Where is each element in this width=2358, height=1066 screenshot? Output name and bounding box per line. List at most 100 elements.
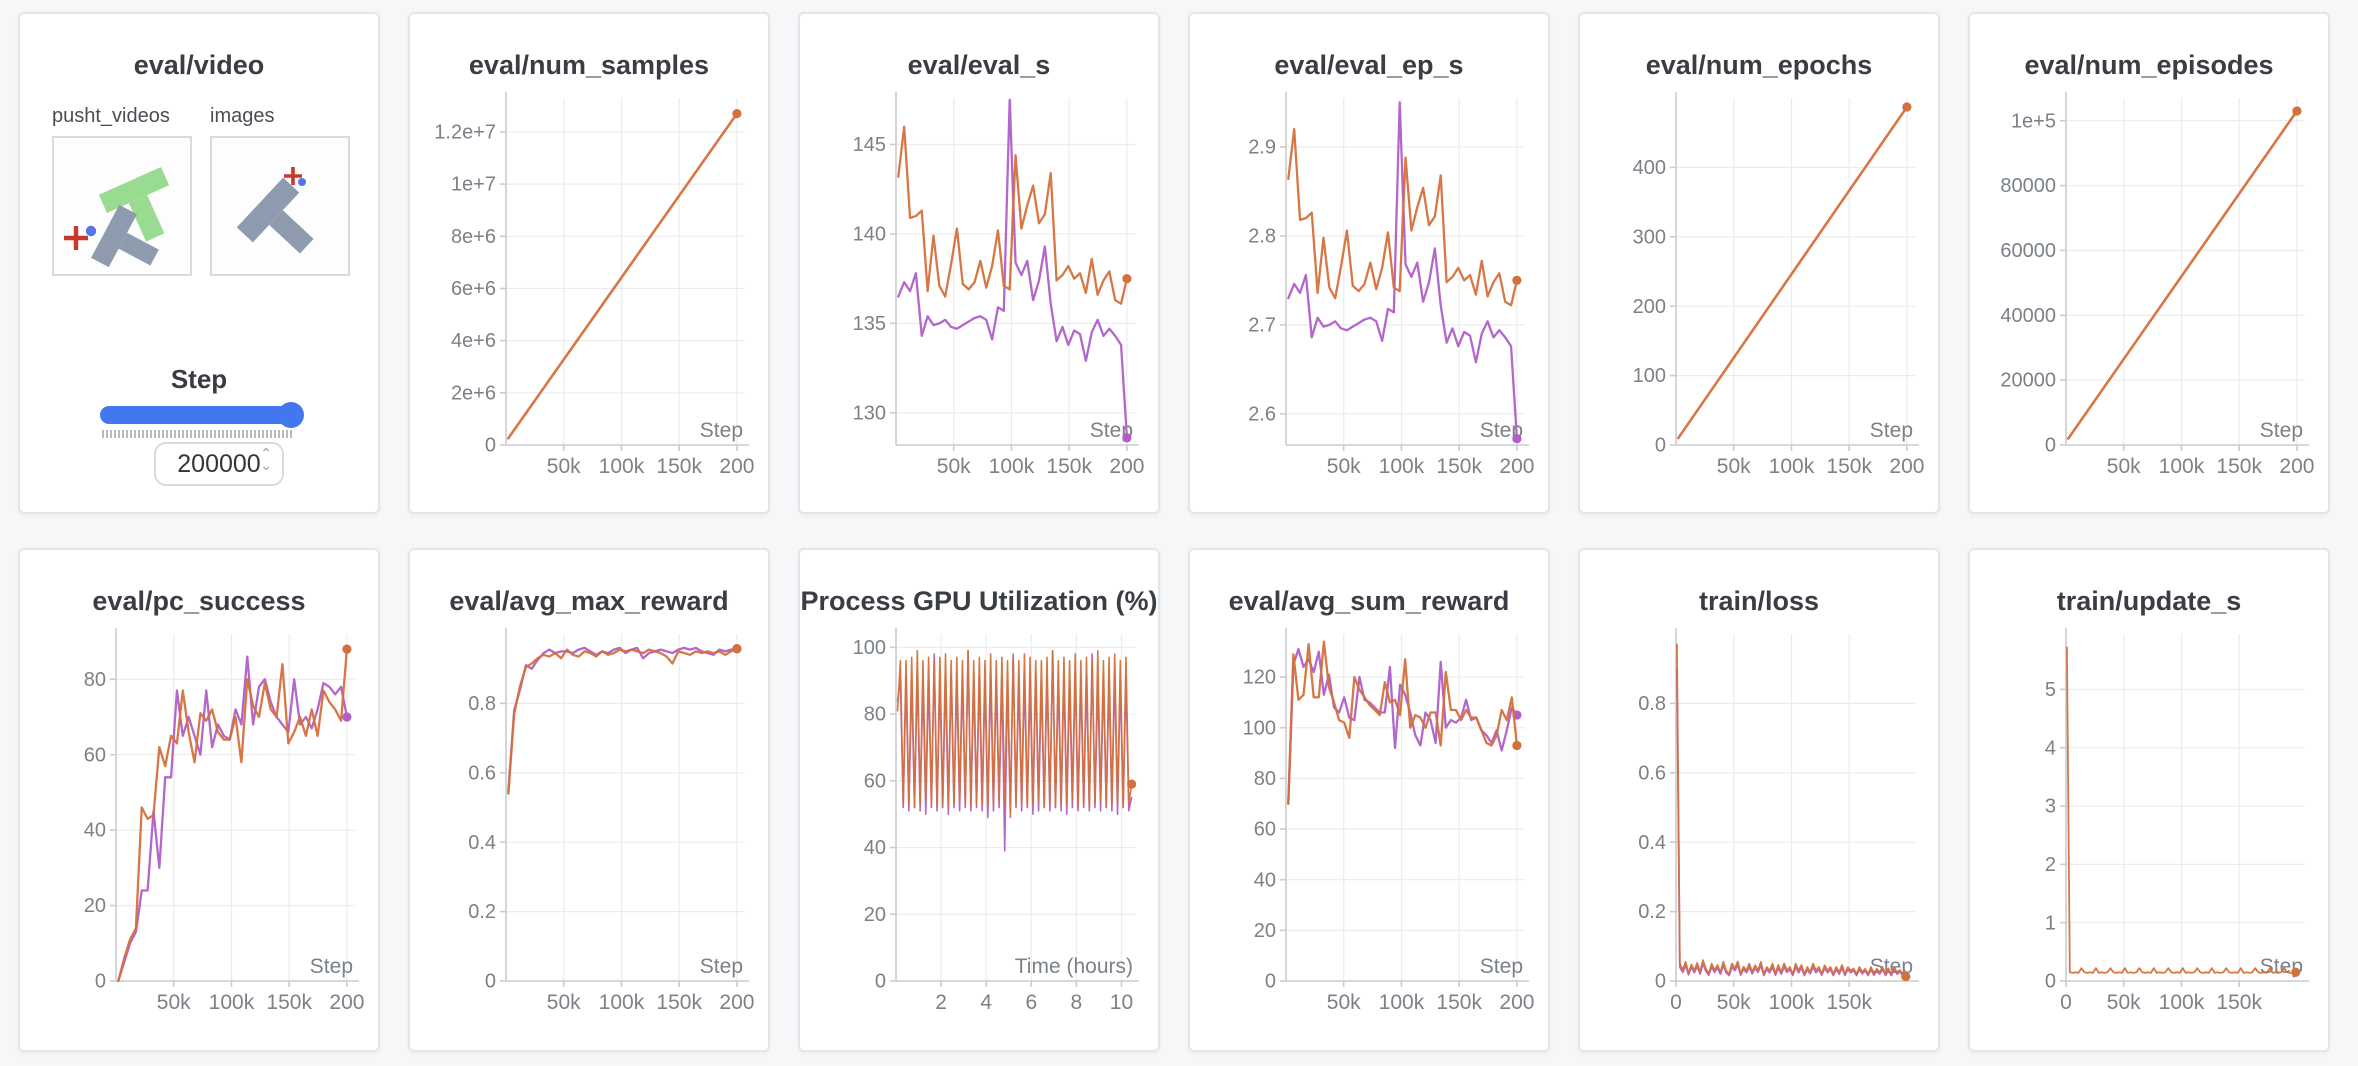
- step-value[interactable]: 200000: [177, 450, 261, 478]
- svg-text:50k: 50k: [2107, 455, 2141, 478]
- svg-text:0.4: 0.4: [1638, 832, 1666, 854]
- panel-eval-avg-sum-reward: eval/avg_sum_reward 0 20 40 60 80 100 120 50k 100…: [1188, 548, 1550, 1052]
- svg-text:100k: 100k: [599, 455, 645, 478]
- svg-text:100k: 100k: [2159, 455, 2205, 478]
- svg-text:120: 120: [1243, 667, 1276, 689]
- images-scene-icon: [236, 167, 314, 254]
- chart-canvas[interactable]: 0 20000 40000 60000 80000 1e+5 50k 100k 150k 200 S…: [1970, 82, 2330, 512]
- svg-text:150k: 150k: [656, 991, 702, 1014]
- step-slider-knob[interactable]: [278, 402, 304, 428]
- svg-text:0.2: 0.2: [468, 901, 496, 923]
- step-slider-ticks: [102, 430, 292, 438]
- svg-text:150k: 150k: [1826, 991, 1872, 1014]
- chart-title: train/loss: [1698, 586, 1820, 616]
- svg-text:40: 40: [864, 837, 886, 859]
- chart-canvas[interactable]: 0 20 40 60 80 100 120 50k 100k 150k 200 Step: [1190, 618, 1550, 1048]
- svg-text:8e+6: 8e+6: [451, 226, 496, 248]
- svg-text:6: 6: [1025, 991, 1037, 1014]
- panel-eval-eval-ep-s: eval/eval_ep_s 2.6 2.7 2.8 2.9 50k 100k 150k 200…: [1188, 12, 1550, 514]
- gray-t-shape: [236, 177, 314, 254]
- svg-text:20: 20: [84, 895, 106, 917]
- svg-text:2.7: 2.7: [1248, 314, 1276, 336]
- chart-title: eval/num_epochs: [1645, 50, 1873, 80]
- chevron-up-icon[interactable]: ⌃: [260, 448, 272, 462]
- svg-text:0: 0: [1655, 435, 1666, 457]
- svg-text:300: 300: [1633, 226, 1666, 248]
- panel-eval-video: eval/video pusht_videos images: [18, 12, 380, 514]
- svg-text:60: 60: [1254, 819, 1276, 841]
- svg-text:1e+7: 1e+7: [451, 174, 496, 196]
- svg-text:40: 40: [84, 820, 106, 842]
- svg-text:0: 0: [1265, 971, 1276, 993]
- svg-text:100k: 100k: [209, 991, 255, 1014]
- svg-text:80: 80: [864, 704, 886, 726]
- svg-text:0.2: 0.2: [1638, 901, 1666, 923]
- green-t-shape: [98, 167, 170, 242]
- svg-text:0.6: 0.6: [1638, 762, 1666, 784]
- svg-text:0: 0: [875, 971, 886, 993]
- svg-text:200: 200: [1499, 455, 1534, 478]
- stepper-arrows: ⌃ ⌄: [260, 448, 272, 474]
- chart-title: eval/num_samples: [468, 50, 710, 80]
- svg-text:200: 200: [2279, 455, 2314, 478]
- svg-text:20: 20: [864, 904, 886, 926]
- svg-text:100k: 100k: [989, 455, 1035, 478]
- chart-canvas[interactable]: 0 20 40 60 80 50k 100k 150k 200 Step: [20, 618, 380, 1048]
- svg-text:0: 0: [2045, 435, 2056, 457]
- x-axis-label: Step: [1480, 955, 1523, 978]
- chart-title: eval/pc_success: [92, 586, 306, 616]
- svg-text:0: 0: [485, 971, 496, 993]
- x-axis-label: Step: [310, 955, 353, 978]
- chart-canvas[interactable]: 130 135 140 145 50k 100k 150k 200 Step: [800, 82, 1160, 512]
- svg-text:200: 200: [719, 455, 754, 478]
- chevron-down-icon[interactable]: ⌄: [260, 460, 272, 474]
- svg-text:0: 0: [2045, 971, 2056, 993]
- step-slider-track[interactable]: [100, 406, 290, 424]
- video-thumbnail-label: pusht_videos: [52, 106, 170, 128]
- chart-canvas[interactable]: 0 100 200 300 400 50k 100k 150k 200 Step: [1580, 82, 1940, 512]
- agent-dot-icon: [298, 178, 306, 186]
- svg-text:40: 40: [1254, 869, 1276, 891]
- svg-text:150k: 150k: [266, 991, 312, 1014]
- svg-text:140: 140: [853, 224, 886, 246]
- pusht-video-thumbnail[interactable]: [52, 136, 192, 276]
- svg-text:2.8: 2.8: [1248, 226, 1276, 248]
- chart-canvas[interactable]: 0 0.2 0.4 0.6 0.8 50k 100k 150k 200 Step: [410, 618, 770, 1048]
- svg-text:50k: 50k: [157, 991, 191, 1014]
- images-thumbnail[interactable]: [210, 136, 350, 276]
- svg-text:200: 200: [329, 991, 364, 1014]
- svg-text:0.4: 0.4: [468, 832, 496, 854]
- svg-text:50k: 50k: [1717, 991, 1751, 1014]
- x-axis-label: Step: [1870, 419, 1913, 442]
- agent-dot-icon: [85, 225, 97, 237]
- svg-text:4: 4: [980, 991, 992, 1014]
- chart-title: eval/eval_ep_s: [1274, 50, 1464, 80]
- chart-title: train/update_s: [2056, 586, 2242, 616]
- svg-text:100k: 100k: [1379, 455, 1425, 478]
- svg-text:0.8: 0.8: [468, 693, 496, 715]
- x-axis-label: Step: [1090, 419, 1133, 442]
- chart-canvas[interactable]: 0 2e+6 4e+6 6e+6 8e+6 1e+7 1.2e+7 50k 100k 150k 20…: [410, 82, 770, 512]
- svg-text:150k: 150k: [1046, 455, 1092, 478]
- image-thumbnail-label: images: [210, 106, 275, 128]
- svg-text:0.8: 0.8: [1638, 693, 1666, 715]
- svg-text:200: 200: [1889, 455, 1924, 478]
- svg-text:50k: 50k: [1717, 455, 1751, 478]
- svg-text:50k: 50k: [1327, 455, 1361, 478]
- svg-text:150k: 150k: [1436, 455, 1482, 478]
- svg-text:80: 80: [1254, 768, 1276, 790]
- svg-text:0.6: 0.6: [468, 762, 496, 784]
- chart-canvas[interactable]: 0 20 40 60 80 100 2 4 6 8 10 Time (hours): [800, 618, 1160, 1048]
- svg-text:2e+6: 2e+6: [451, 382, 496, 404]
- chart-canvas[interactable]: 2.6 2.7 2.8 2.9 50k 100k 150k 200 Step: [1190, 82, 1550, 512]
- step-value-input[interactable]: 200000 ⌃ ⌄: [154, 442, 284, 486]
- svg-text:150k: 150k: [1826, 455, 1872, 478]
- panel-eval-pc-success: eval/pc_success 0 20 40 60 80 50k 100k 150k 200 St…: [18, 548, 380, 1052]
- svg-text:150k: 150k: [656, 455, 702, 478]
- svg-text:4: 4: [2045, 737, 2056, 759]
- svg-text:135: 135: [853, 313, 886, 335]
- svg-text:0: 0: [95, 971, 106, 993]
